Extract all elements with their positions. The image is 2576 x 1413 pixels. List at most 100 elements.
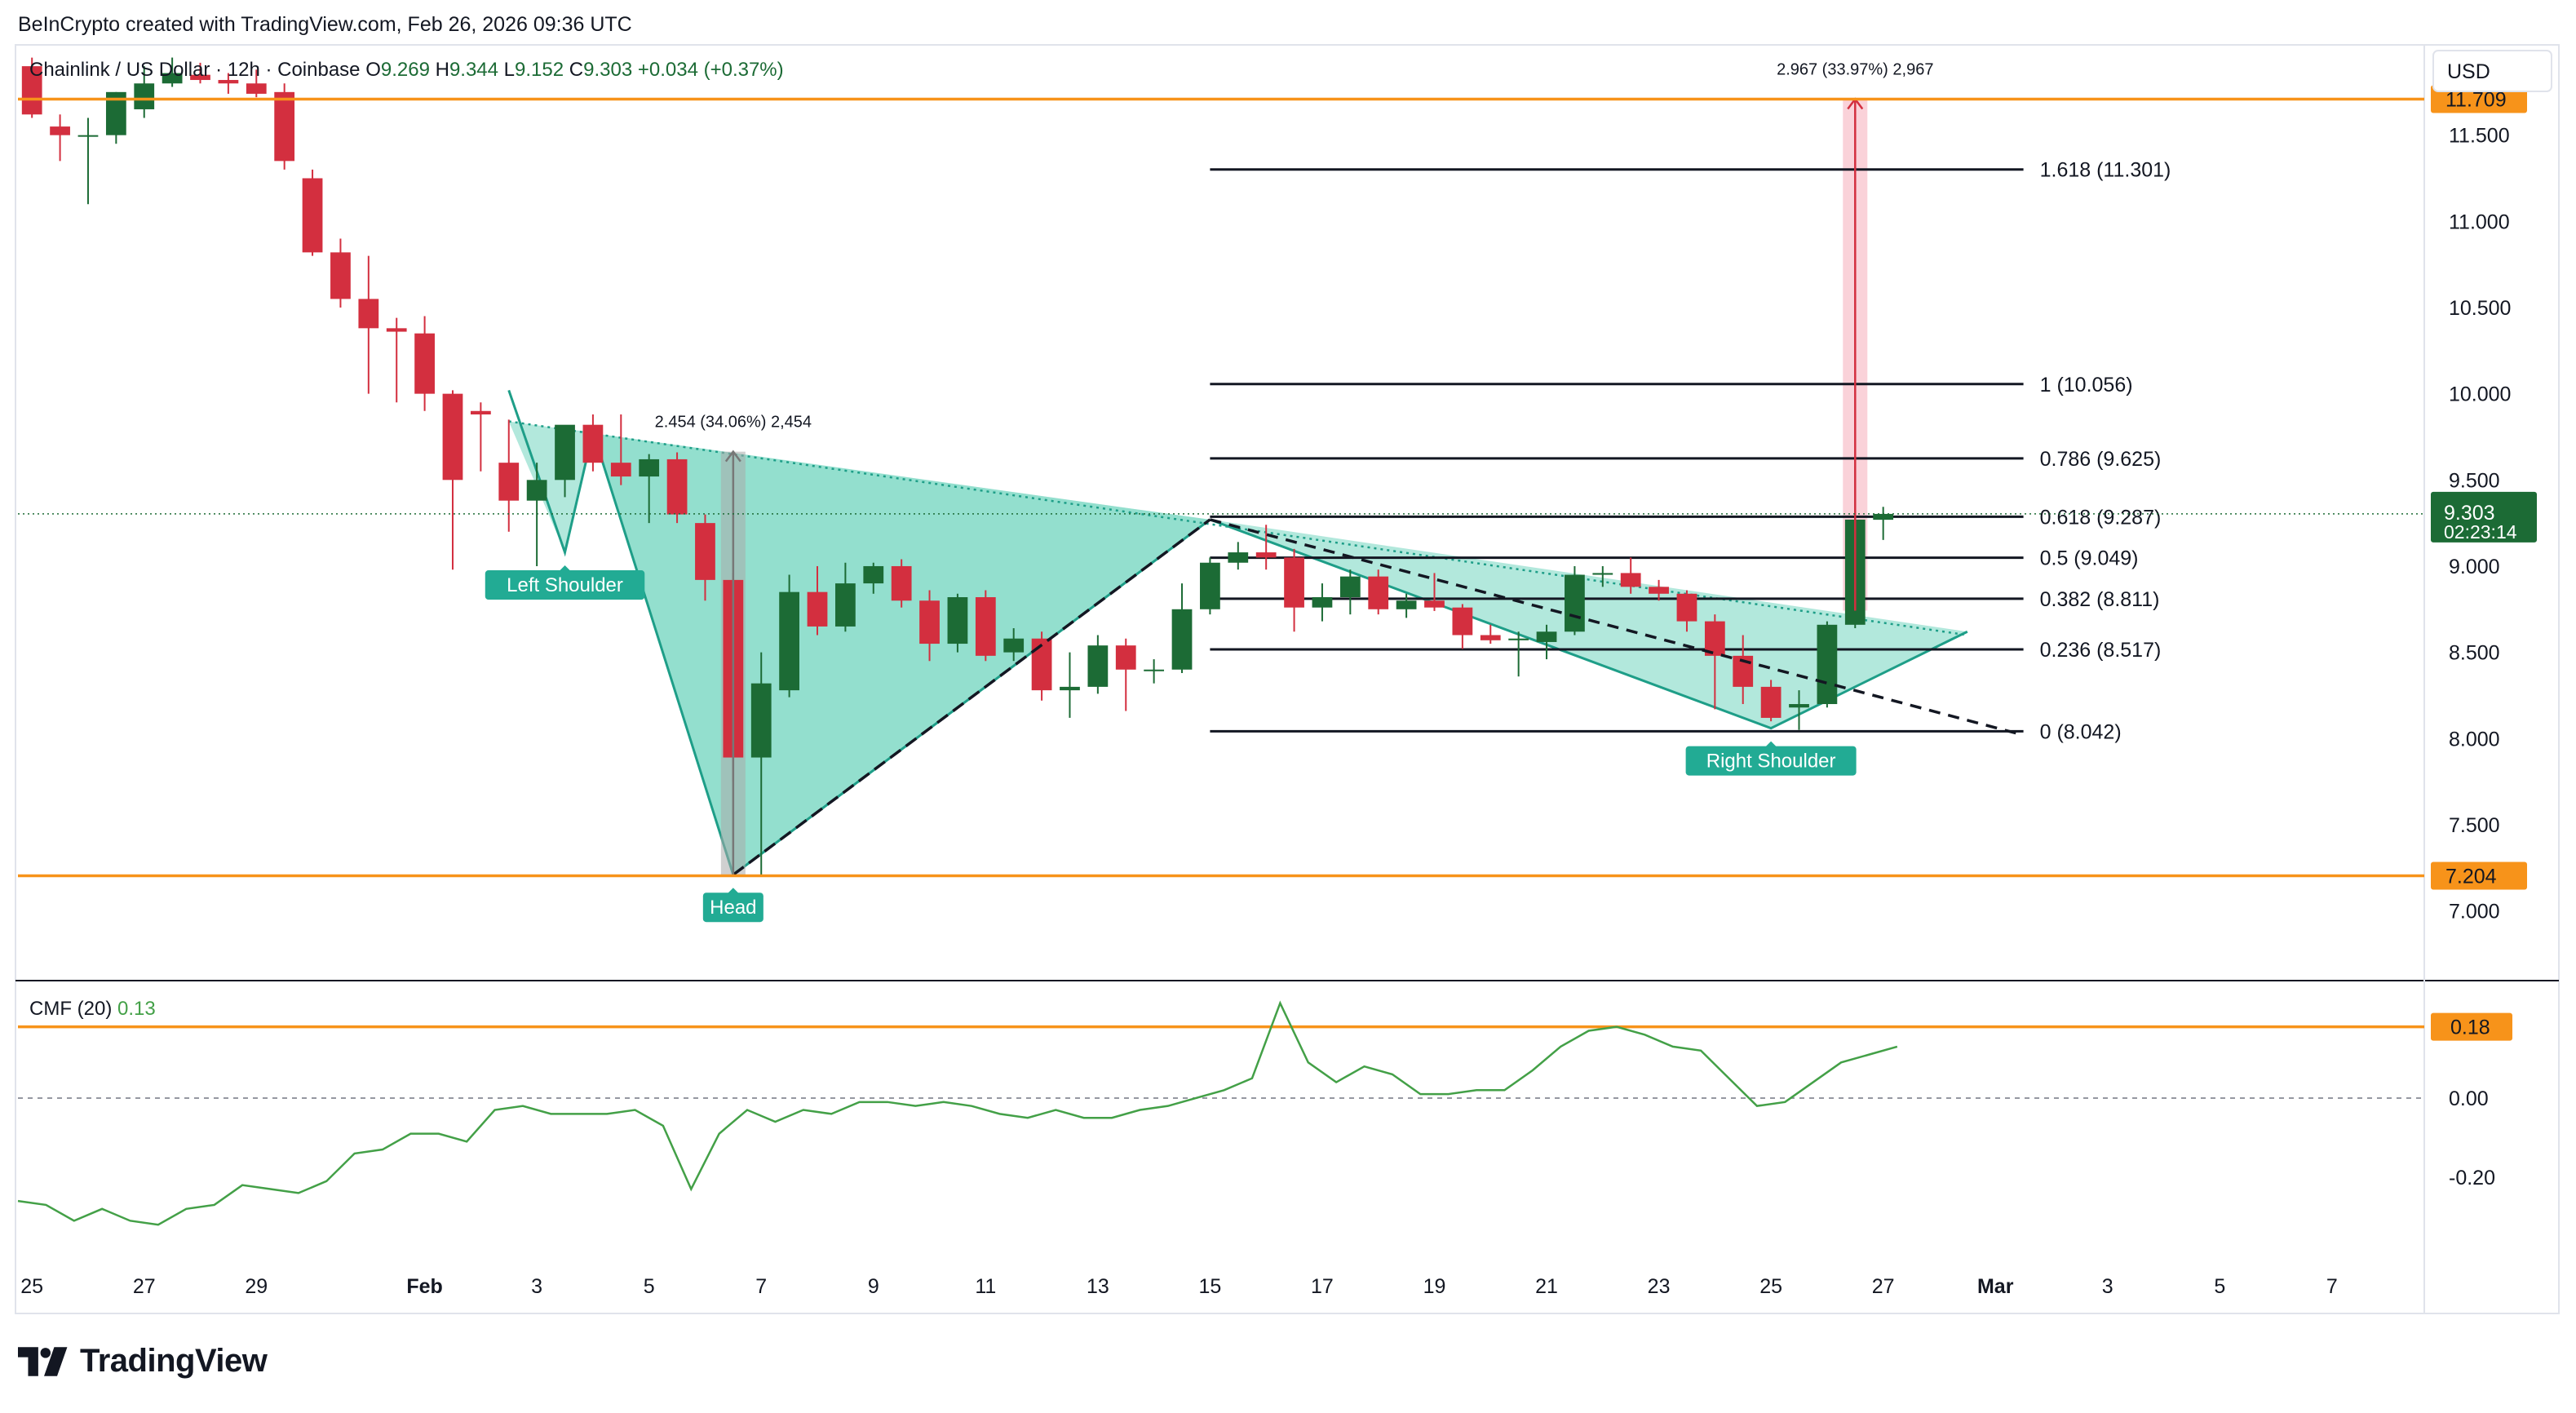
pattern-label-box	[485, 570, 645, 600]
tradingview-logo-icon	[18, 1346, 68, 1376]
candle-body	[1396, 600, 1417, 609]
candle-body	[498, 463, 520, 501]
last-price-label-value: 9.303	[2444, 502, 2495, 525]
candle-body	[386, 328, 407, 332]
pattern-label-left-shoulder: Left Shoulder	[485, 565, 645, 600]
cmf-legend-value: 0.13	[117, 998, 156, 1020]
legend-part: +0.034 (+0.37%)	[638, 59, 784, 81]
fib-level-label: 0.5 (9.049)	[2040, 547, 2139, 570]
main-pane	[0, 40, 2025, 877]
candle-body	[134, 83, 155, 109]
candle-body	[1031, 638, 1052, 691]
fib-level-label: 0.786 (9.625)	[2040, 448, 2162, 471]
candle-body	[21, 66, 42, 115]
tradingview-brand-name: TradingView	[80, 1343, 268, 1379]
cmf-line	[17, 1000, 1898, 1226]
candle-body	[190, 74, 210, 81]
candle-body	[414, 333, 435, 394]
chart-frame	[15, 44, 2560, 1314]
candle-body	[610, 463, 631, 477]
candle-body	[0, 40, 14, 66]
pattern-right-fill	[1210, 519, 1967, 729]
price-axis-tick-label: 9.500	[2449, 469, 2500, 492]
candle-body	[1565, 574, 1585, 632]
candle-body	[750, 683, 772, 758]
pattern-label-box	[1685, 746, 1857, 776]
pattern-label-pointer	[727, 888, 739, 894]
time-axis-tick-label: 27	[133, 1275, 156, 1298]
fib-level-label: 0.236 (8.517)	[2040, 639, 2162, 662]
candle-body	[779, 591, 799, 691]
time-axis-tick-label: 29	[245, 1275, 268, 1298]
candle-body	[50, 126, 70, 135]
time-axis-tick-label: 5	[2214, 1275, 2225, 1298]
legend-part: 9.344	[449, 59, 504, 81]
legend-part: C	[569, 59, 583, 81]
time-axis-tick-label: 7	[2326, 1275, 2338, 1298]
fib-level-label: 0.618 (9.287)	[2040, 506, 2162, 529]
axis-label-support-text: 7.204	[2445, 865, 2497, 888]
time-axis-tick-label: 9	[868, 1275, 879, 1298]
last-price-label-box	[2431, 491, 2537, 543]
price-axis-tick-label: 8.500	[2449, 642, 2500, 665]
candle-body	[1592, 573, 1613, 575]
symbol-legend: Chainlink / US Dollar · 12h · Coinbase O…	[29, 59, 784, 81]
pattern-right-outline	[1209, 518, 1968, 730]
candle-body	[274, 91, 295, 162]
candle-body	[863, 565, 884, 584]
time-axis-tick-label: 15	[1198, 1275, 1221, 1298]
fib-level-label: 1 (10.056)	[2040, 374, 2133, 396]
trend-line	[1209, 518, 2025, 737]
candle-body	[1760, 686, 1782, 718]
legend-part: 9.269	[381, 59, 436, 81]
time-axis-tick-label: 21	[1535, 1275, 1558, 1298]
price-axis-tick-label: 10.000	[2449, 383, 2511, 406]
fib-level-label: 0.382 (8.811)	[2040, 588, 2160, 611]
time-axis-tick-label: Feb	[406, 1275, 442, 1298]
candle-body	[1003, 638, 1025, 653]
candle-body	[1284, 557, 1304, 608]
candle-body	[442, 393, 463, 481]
chart-header-credit: BeInCrypto created with TradingView.com,…	[18, 13, 632, 36]
candle-body	[1200, 562, 1220, 609]
legend-part: 9.303	[583, 59, 638, 81]
currency-button[interactable]: USD	[2432, 50, 2552, 92]
fib-level-label: 0 (8.042)	[2040, 720, 2122, 743]
cmf-level-axis-label	[2431, 1012, 2512, 1041]
time-axis-tick-label: 3	[2102, 1275, 2113, 1298]
candle-body	[302, 178, 323, 253]
time-axis-tick-label: 19	[1423, 1275, 1446, 1298]
candle-body	[1087, 645, 1109, 687]
pattern-label-head: Head	[702, 888, 764, 923]
cmf-axis-tick-label: -0.20	[2449, 1167, 2495, 1189]
candle-body	[1873, 513, 1894, 520]
pattern-label-right-shoulder: Right Shoulder	[1685, 741, 1857, 776]
candle-body	[807, 591, 828, 627]
legend-part: 9.152	[515, 59, 569, 81]
time-axis-tick-label: 23	[1648, 1275, 1671, 1298]
legend-part: Chainlink / US Dollar · 12h · Coinbase	[29, 59, 365, 81]
time-axis-tick-label: 25	[20, 1275, 43, 1298]
legend-part: L	[504, 59, 515, 81]
tradingview-brand[interactable]: TradingView	[18, 1343, 268, 1380]
axis-label-support	[2431, 862, 2527, 890]
candle-body	[330, 252, 351, 299]
cmf-level-axis-label-text: 0.18	[2450, 1017, 2490, 1039]
candle-body	[162, 73, 183, 84]
price-axis-tick-label: 10.500	[2449, 297, 2511, 320]
candle-body	[1789, 704, 1809, 708]
candle-body	[639, 458, 660, 477]
pattern-label-text: Right Shoulder	[1706, 751, 1836, 773]
candle-body	[666, 458, 688, 515]
candle-body	[1536, 631, 1557, 642]
candle-body	[1704, 621, 1725, 656]
time-axis-tick-label: 27	[1872, 1275, 1895, 1298]
candle-body	[1115, 645, 1136, 670]
candle-body	[582, 424, 604, 463]
time-axis-tick-label: 25	[1759, 1275, 1782, 1298]
candle-body	[835, 583, 856, 627]
candle-body	[218, 80, 239, 84]
price-axis-tick-label: 7.000	[2449, 901, 2500, 924]
time-axis-tick-label: 3	[531, 1275, 542, 1298]
